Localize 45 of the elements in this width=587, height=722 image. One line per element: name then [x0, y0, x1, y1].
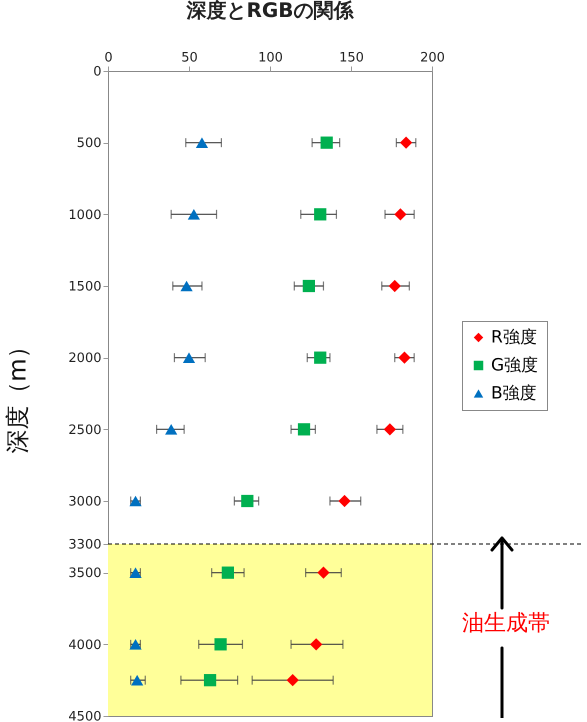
- point: [182, 352, 196, 363]
- point: [320, 136, 333, 149]
- y-tick-label: 3300: [68, 538, 102, 552]
- point: [286, 674, 299, 686]
- point: [314, 208, 326, 220]
- point: [241, 494, 254, 508]
- y-tick-label: 4000: [68, 638, 102, 653]
- y-tick-label: 3000: [68, 494, 102, 510]
- text: 油生成帯: [462, 610, 550, 638]
- y-tick-label: 3500: [68, 566, 102, 582]
- legend-label: B強度: [491, 384, 537, 404]
- x-tick-label: 100: [258, 50, 283, 66]
- y-tick-label: 1000: [68, 208, 102, 223]
- y-tick-label: 500: [76, 136, 102, 152]
- point: [188, 209, 200, 220]
- y-tick-label: 2000: [68, 351, 102, 366]
- point: [394, 208, 407, 220]
- legend-label: R強度: [491, 328, 537, 348]
- point: [314, 352, 326, 364]
- y-tick-label: 0: [93, 64, 102, 80]
- legend-label: G強度: [491, 356, 538, 376]
- point: [298, 423, 310, 436]
- point: [398, 352, 411, 364]
- point: [180, 280, 193, 292]
- point: [131, 674, 144, 686]
- x-tick-label: 50: [181, 50, 198, 66]
- point: [400, 136, 412, 149]
- x-tick-label: 150: [339, 50, 364, 66]
- y-axis-title: 深度（m）: [3, 334, 32, 454]
- point: [165, 424, 178, 435]
- point: [384, 423, 396, 436]
- y-tick-label: 1500: [68, 280, 102, 294]
- point: [302, 280, 316, 292]
- point: [338, 494, 351, 508]
- point: [204, 674, 216, 686]
- point: [222, 566, 234, 579]
- point: [196, 137, 208, 148]
- point: [388, 280, 401, 292]
- y-tick-label: 4500: [68, 710, 102, 722]
- y-tick-label: 2500: [68, 422, 102, 438]
- x-tick-label: 200: [420, 50, 445, 66]
- point: [310, 638, 322, 650]
- point: [317, 566, 330, 579]
- x-tick-label: 0: [104, 50, 113, 66]
- point: [214, 638, 227, 650]
